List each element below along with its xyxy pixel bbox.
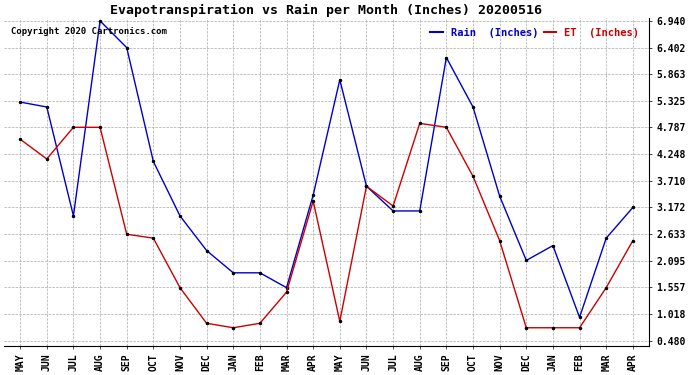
Title: Evapotranspiration vs Rain per Month (Inches) 20200516: Evapotranspiration vs Rain per Month (In…: [110, 4, 542, 17]
Legend: Rain  (Inches), ET  (Inches): Rain (Inches), ET (Inches): [426, 24, 644, 42]
Text: Copyright 2020 Cartronics.com: Copyright 2020 Cartronics.com: [10, 27, 166, 36]
